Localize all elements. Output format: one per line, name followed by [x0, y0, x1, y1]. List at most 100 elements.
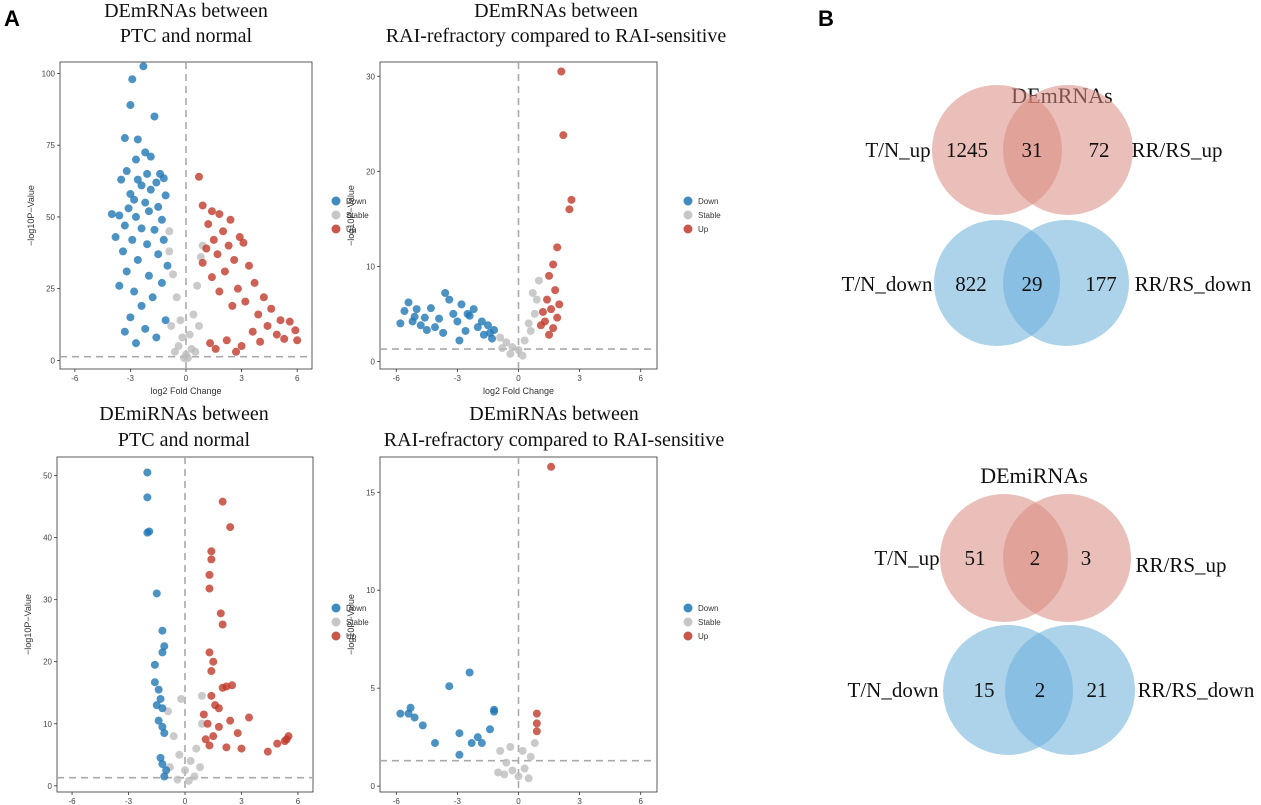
point-down — [150, 112, 159, 121]
point-up — [276, 316, 285, 325]
point-down — [158, 648, 167, 657]
legend-label-down: Down — [346, 197, 366, 206]
x-tick-label: -6 — [71, 374, 79, 383]
point-up — [273, 739, 282, 748]
point-down — [477, 317, 486, 326]
venn-mrna-up-left-label: T/N_up — [865, 138, 930, 162]
point-stable — [170, 347, 179, 356]
point-down — [418, 721, 427, 730]
point-down — [152, 333, 161, 342]
y-tick-label: 20 — [43, 658, 52, 667]
point-down — [457, 300, 466, 309]
legend-label-up: Up — [698, 632, 709, 641]
point-down — [141, 148, 150, 157]
point-stable — [520, 764, 529, 773]
point-stable — [506, 742, 515, 751]
point-stable — [191, 347, 200, 356]
point-down — [161, 191, 170, 200]
x-tick-label: 0 — [516, 374, 521, 383]
point-down — [396, 319, 405, 328]
point-up — [222, 743, 231, 752]
point-down — [150, 225, 159, 234]
point-down — [473, 323, 482, 332]
point-up — [207, 667, 216, 676]
point-down — [160, 772, 169, 781]
point-up — [555, 300, 564, 309]
plot-title-line: RAI-refractory compared to RAI-sensitive — [386, 25, 727, 47]
venn-mirna-up-right-count: 3 — [1081, 546, 1092, 570]
venn-mirna-title: DEmiRNAs — [980, 463, 1088, 488]
legend-label-down: Down — [698, 604, 718, 613]
point-up — [293, 336, 302, 345]
point-up — [207, 207, 216, 216]
point-down — [160, 642, 169, 651]
point-down — [139, 62, 148, 71]
x-axis-label: log2 Fold Change — [483, 386, 554, 396]
point-down — [490, 326, 499, 335]
legend-label-down: Down — [346, 604, 366, 613]
venn-mirna-down-left-count: 15 — [974, 678, 995, 702]
point-up — [215, 210, 224, 219]
point-up — [209, 235, 218, 244]
point-stable — [174, 342, 183, 351]
y-tick-label: 15 — [366, 488, 375, 497]
point-down — [150, 660, 159, 669]
point-up — [205, 741, 214, 750]
point-stable — [184, 776, 193, 785]
point-down — [449, 309, 458, 318]
point-up — [201, 735, 210, 744]
y-tick-label: 10 — [366, 586, 375, 595]
legend-marker-up — [683, 224, 693, 234]
point-down — [130, 195, 139, 204]
point-up — [220, 267, 229, 276]
point-stable — [500, 770, 509, 779]
point-down — [143, 468, 152, 477]
point-stable — [196, 763, 205, 772]
legend-label-stable: Stable — [698, 618, 721, 627]
venn-mirna-down-right-count: 21 — [1087, 678, 1108, 702]
y-axis-label: −log10P−Value — [346, 594, 356, 655]
point-up — [263, 321, 272, 330]
point-up — [207, 555, 216, 564]
point-stable — [502, 758, 511, 767]
point-up — [543, 295, 552, 304]
point-stable — [530, 309, 539, 318]
point-stable — [508, 343, 517, 352]
point-up — [226, 215, 235, 224]
y-tick-label: 40 — [43, 534, 52, 543]
point-up — [198, 258, 207, 267]
point-down — [133, 255, 142, 264]
plot-title-line: DEmiRNAs between — [469, 403, 638, 425]
point-down — [107, 210, 116, 219]
point-stable — [173, 775, 182, 784]
y-tick-label: 25 — [46, 285, 55, 294]
point-down — [163, 261, 172, 270]
point-down — [154, 685, 163, 694]
legend-label-stable: Stable — [346, 211, 369, 220]
point-down — [445, 295, 454, 304]
point-up — [218, 497, 227, 506]
point-up — [228, 681, 237, 690]
point-down — [120, 221, 129, 230]
point-up — [233, 729, 242, 738]
point-up — [280, 334, 289, 343]
point-down — [463, 309, 472, 318]
point-stable — [186, 756, 195, 765]
point-down — [152, 589, 161, 598]
point-stable — [524, 319, 533, 328]
point-down — [455, 729, 464, 738]
point-down — [161, 316, 170, 325]
point-down — [141, 324, 150, 333]
point-stable — [178, 333, 187, 342]
legend-marker-down — [331, 196, 341, 206]
point-up — [213, 250, 222, 259]
point-up — [235, 233, 244, 242]
point-up — [239, 238, 248, 247]
point-up — [216, 609, 225, 618]
volcano-plot-3: DEmiRNAs between PTC and normal -6 -3 0 3 6 0 10… — [23, 403, 369, 805]
legend-label-stable: Stable — [346, 618, 369, 627]
x-tick-label: -3 — [454, 374, 462, 383]
x-tick-label: -3 — [454, 797, 462, 805]
x-tick-label: -6 — [393, 797, 401, 805]
point-up — [211, 344, 220, 353]
